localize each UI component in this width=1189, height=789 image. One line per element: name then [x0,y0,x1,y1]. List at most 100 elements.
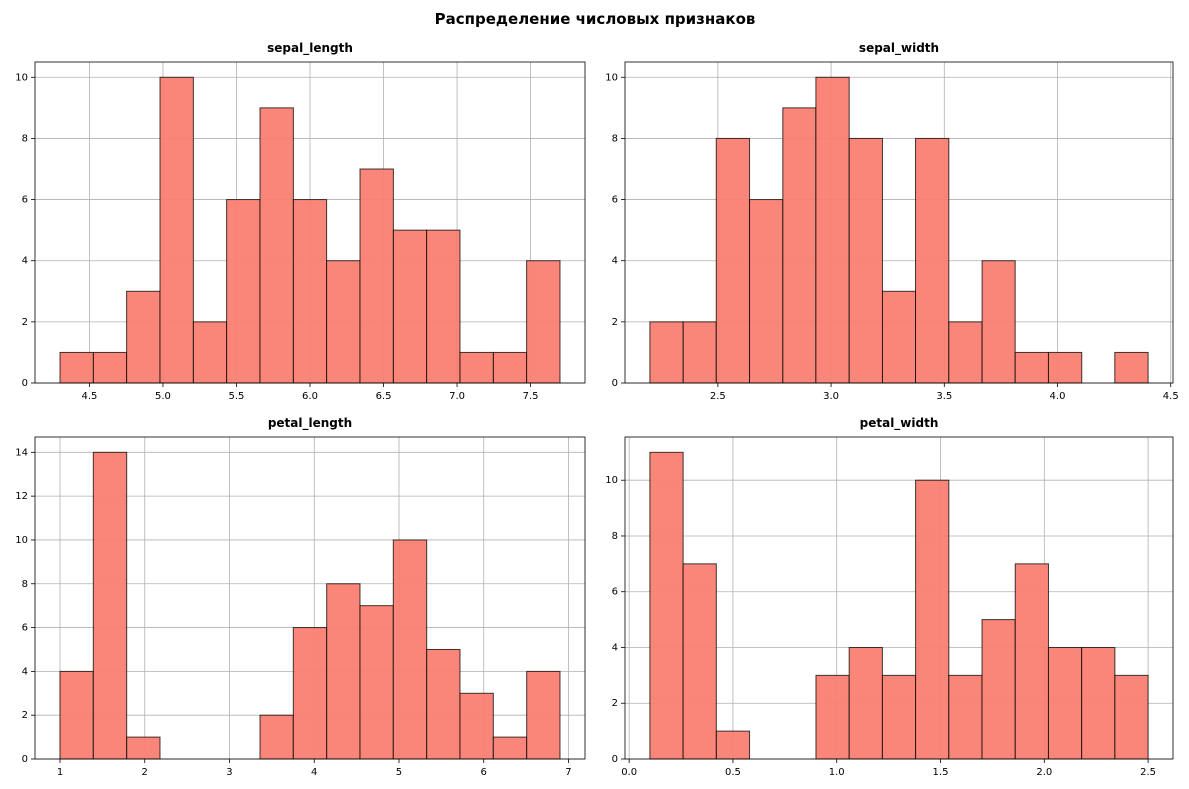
x-tick-label: 3 [226,767,232,778]
bar [915,479,950,760]
bar [1014,351,1049,384]
axes-frame [624,61,1174,384]
figure-title: Распределение числовых признаков [435,10,756,28]
bar [426,648,461,760]
bar [126,290,161,384]
bar [649,451,684,760]
x-tick-label: 5.0 [155,391,171,402]
x-tick-label: 5 [396,767,402,778]
y-tick-label: 6 [612,587,618,598]
bar [492,351,528,384]
y-tick-label: 10 [15,72,28,83]
bar [715,137,751,384]
x-tick-label: 4.0 [1050,391,1066,402]
y-tick-label: 10 [605,72,618,83]
x-tick-label: 4.5 [1163,391,1179,402]
y-tick-label: 4 [22,666,28,677]
bar [359,605,394,760]
y-tick-label: 0 [22,754,28,765]
x-tick-label: 2.5 [710,391,726,402]
bar [1114,351,1149,384]
y-tick-label: 2 [22,710,28,721]
bar [426,229,461,384]
bar [682,321,717,384]
bar [92,451,128,760]
bar [459,351,494,384]
bar [881,290,917,384]
subplot-title: sepal_length [267,41,353,56]
bar [159,76,194,384]
y-tick-label: 8 [22,579,28,590]
x-tick-label: 7.5 [523,391,539,402]
bar [492,736,528,760]
bar [948,674,983,760]
x-tick-label: 3.5 [936,391,952,402]
y-tick-label: 4 [612,642,618,653]
bar [649,321,684,384]
x-tick-label: 1.0 [829,767,845,778]
y-tick-label: 6 [612,195,618,206]
y-tick-label: 4 [22,256,28,267]
bar [815,674,850,760]
x-tick-label: 3.0 [823,391,839,402]
bar [526,670,561,760]
y-tick-label: 2 [22,317,28,328]
bar [981,619,1016,760]
bar [1047,351,1083,384]
x-tick-label: 4.5 [81,391,97,402]
bar [749,199,784,384]
y-tick-label: 8 [22,133,28,144]
bar [981,260,1016,384]
y-tick-label: 6 [22,623,28,634]
x-tick-label: 1.5 [933,767,949,778]
y-tick-label: 2 [612,698,618,709]
axes-frame [34,436,586,760]
bar [392,229,428,384]
bar [226,199,261,384]
x-tick-label: 6 [481,767,487,778]
x-tick-label: 0.0 [621,767,637,778]
x-tick-label: 7 [565,767,571,778]
bar [682,563,717,760]
y-tick-label: 0 [22,378,28,389]
bar [92,351,128,384]
bar [259,714,294,760]
x-tick-label: 7.0 [449,391,465,402]
y-tick-label: 0 [612,754,618,765]
x-tick-label: 2.0 [1036,767,1052,778]
y-tick-label: 6 [22,195,28,206]
subplot-title: petal_width [860,416,939,431]
y-tick-label: 2 [612,317,618,328]
bar [292,627,328,760]
x-tick-label: 2 [142,767,148,778]
x-tick-label: 0.5 [725,767,741,778]
x-tick-label: 6.5 [376,391,392,402]
x-tick-label: 4 [311,767,317,778]
bar [1047,646,1083,760]
x-tick-label: 5.5 [229,391,245,402]
bar [848,137,883,384]
bar [59,670,94,760]
y-tick-label: 4 [612,256,618,267]
axes-frame [34,61,586,384]
y-tick-label: 10 [15,535,28,546]
bar [815,76,850,384]
bar [59,351,94,384]
y-tick-label: 0 [612,378,618,389]
bar [359,168,394,384]
bar [948,321,983,384]
bar [192,321,228,384]
bar [259,107,294,384]
bar [881,674,917,760]
y-tick-label: 12 [15,491,28,502]
bar [848,646,883,760]
y-tick-label: 8 [612,133,618,144]
bar [715,730,751,760]
bar [392,539,428,760]
y-tick-label: 10 [605,475,618,486]
y-tick-label: 8 [612,531,618,542]
x-tick-label: 2.5 [1140,767,1156,778]
y-tick-label: 14 [15,447,28,458]
bar [326,260,361,384]
